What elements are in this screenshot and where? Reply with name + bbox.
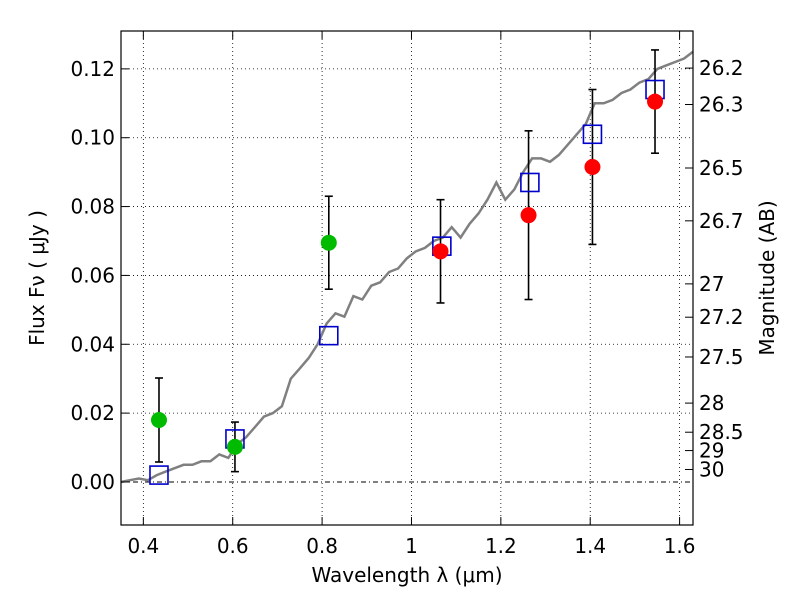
detection-point [432,243,449,260]
plot-background [121,31,693,525]
x-tick-label: 0.4 [127,534,159,558]
other-detection-point [320,234,337,251]
right-tick-label: 29 [699,439,724,463]
x-tick-label: 1.6 [664,534,696,558]
right-tick-label: 27.5 [699,345,744,369]
y-tick-label: 0.08 [70,195,115,219]
y-tick-label: 0.02 [70,401,115,425]
y-tick-label: 0.00 [70,470,115,494]
right-tick-label: 28.5 [699,420,744,444]
y-axis-title: Flux Fν ( μJy ) [25,210,49,346]
other-detection-point [150,412,167,429]
right-axis-title: Magnitude (AB) [755,200,779,355]
right-tick-label: 27.2 [699,305,744,329]
model-point-square [318,325,339,346]
model-spectrum-line [120,50,694,484]
x-tick-label: 1.4 [574,534,606,558]
y-tick-label: 0.06 [70,263,115,287]
x-tick-label: 0.6 [217,534,249,558]
detection-point [647,93,664,110]
right-tick-label: 26.2 [699,56,744,80]
model-point-square [520,172,540,193]
model-point-square [582,124,603,145]
other-detection-point [226,438,243,455]
model-spectrum [120,50,694,484]
model-point-square [149,465,169,485]
y-tick-label: 0.12 [70,57,115,81]
x-axis-title: Wavelength λ (μm) [311,563,502,587]
right-tick-label: 27 [699,272,724,296]
right-tick-label: 26.7 [699,209,744,233]
axis-ticks: 0.4 0.6 0.8 1 1.2 1.4 1.6 0.00 0.02 0.04 0.06 0.08 0… [70,31,744,558]
y-tick-label: 0.10 [70,126,115,150]
x-tick-label: 1.2 [485,534,517,558]
plot-frame [120,30,694,526]
x-tick-label: 1 [405,534,418,558]
right-tick-label: 26.3 [699,93,744,117]
data-markers [149,79,665,485]
x-tick-label: 0.8 [306,534,338,558]
right-tick-label: 30 [699,457,724,481]
right-tick-label: 28 [699,391,724,415]
y-tick-label: 0.04 [70,332,115,356]
detection-point [520,207,537,224]
right-tick-label: 26.5 [699,156,744,180]
detection-point [584,158,601,175]
